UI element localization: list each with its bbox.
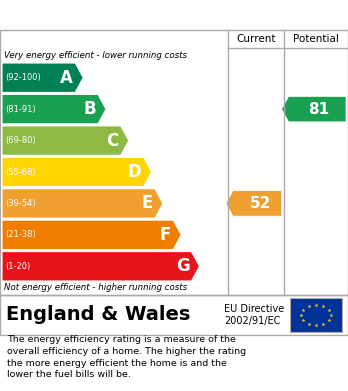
- Polygon shape: [2, 157, 152, 187]
- Text: F: F: [160, 226, 171, 244]
- Text: Current: Current: [236, 34, 276, 44]
- Text: Very energy efficient - lower running costs: Very energy efficient - lower running co…: [4, 50, 187, 59]
- Text: The energy efficiency rating is a measure of the
overall efficiency of a home. T: The energy efficiency rating is a measur…: [7, 335, 246, 379]
- Text: 52: 52: [250, 196, 271, 211]
- Text: A: A: [60, 69, 73, 87]
- Text: (92-100): (92-100): [5, 73, 41, 82]
- Text: (55-68): (55-68): [5, 167, 36, 176]
- Polygon shape: [2, 63, 83, 92]
- Text: England & Wales: England & Wales: [6, 305, 190, 325]
- Polygon shape: [2, 189, 163, 218]
- Text: (81-91): (81-91): [5, 105, 35, 114]
- Text: (69-80): (69-80): [5, 136, 36, 145]
- Text: E: E: [142, 194, 153, 212]
- Text: D: D: [128, 163, 142, 181]
- Bar: [290, 298, 342, 332]
- Text: Potential: Potential: [293, 34, 339, 44]
- Text: Not energy efficient - higher running costs: Not energy efficient - higher running co…: [4, 283, 187, 292]
- Text: G: G: [176, 257, 189, 275]
- Text: C: C: [106, 131, 119, 150]
- Text: Energy Efficiency Rating: Energy Efficiency Rating: [9, 7, 230, 23]
- Text: EU Directive
2002/91/EC: EU Directive 2002/91/EC: [224, 304, 284, 326]
- Polygon shape: [2, 95, 106, 124]
- Polygon shape: [2, 220, 181, 249]
- Text: (1-20): (1-20): [5, 262, 30, 271]
- Text: (21-38): (21-38): [5, 230, 36, 239]
- Polygon shape: [2, 251, 199, 281]
- Polygon shape: [226, 191, 282, 216]
- Polygon shape: [282, 97, 346, 122]
- Text: 81: 81: [308, 102, 329, 117]
- Polygon shape: [2, 126, 129, 155]
- Text: B: B: [84, 100, 96, 118]
- Text: (39-54): (39-54): [5, 199, 35, 208]
